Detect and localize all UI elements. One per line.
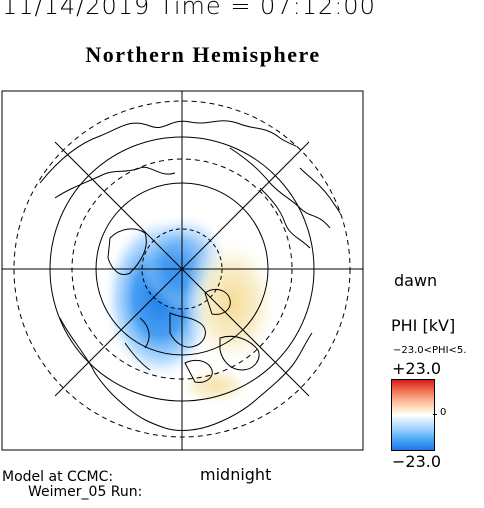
colorbar-range-text: −23.0<PHI<5.: [393, 345, 467, 356]
dawn-label: dawn: [394, 271, 438, 290]
meridian-lines: [2, 91, 363, 450]
colorbar-zero-label: 0: [440, 407, 447, 418]
date-time-heading: 11/14/2019 Time = 07:12:00: [2, 0, 376, 20]
colorbar-zero-tick: [433, 414, 437, 415]
midnight-label: midnight: [200, 465, 272, 484]
model-info-line1: Model at CCMC:: [2, 469, 114, 485]
colorbar-title: PHI [kV]: [391, 316, 456, 335]
colorbar-max-label: +23.0: [392, 359, 442, 378]
coastlines: [39, 120, 350, 432]
colorbar-min-label: −23.0: [392, 452, 442, 471]
colorbar-gradient: [391, 379, 435, 451]
positive-potential-cell: [184, 235, 280, 371]
positive-potential-cell-lower: [177, 366, 253, 406]
model-info-line2: Weimer_05 Run:: [28, 484, 143, 500]
polar-map: [1, 90, 364, 451]
page-title: Northern Hemisphere: [85, 42, 321, 67]
